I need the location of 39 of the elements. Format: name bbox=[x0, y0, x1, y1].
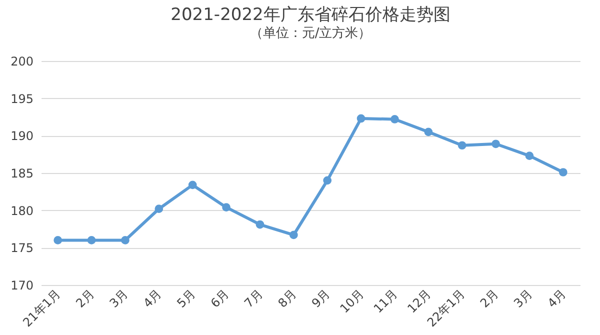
x-tick-label: 2月 bbox=[73, 286, 97, 310]
x-tick-label: 5月 bbox=[174, 286, 198, 310]
x-tick-label: 11月 bbox=[370, 286, 400, 316]
point bbox=[121, 236, 130, 244]
point bbox=[424, 128, 433, 136]
point bbox=[356, 114, 366, 123]
y-tick-label: 180 bbox=[10, 204, 34, 218]
y-tick-label: 200 bbox=[10, 54, 34, 68]
y-tick-label: 185 bbox=[10, 166, 34, 180]
x-tick-label: 6月 bbox=[208, 286, 232, 310]
x-tick-label: 3月 bbox=[511, 286, 535, 310]
point bbox=[87, 236, 96, 244]
point bbox=[323, 176, 332, 185]
point bbox=[492, 140, 500, 148]
x-tick-label: 4月 bbox=[544, 286, 569, 310]
point bbox=[458, 141, 466, 150]
y-tick-label: 190 bbox=[10, 129, 34, 144]
x-tick-label: 9月 bbox=[309, 286, 333, 310]
point bbox=[222, 203, 230, 212]
x-tick-label: 7月 bbox=[242, 286, 266, 310]
x-tick-label: 2月 bbox=[477, 286, 502, 310]
point bbox=[154, 204, 164, 214]
y-tick-label: 170 bbox=[10, 278, 34, 292]
x-tick-label: 10月 bbox=[337, 286, 366, 316]
point bbox=[289, 230, 298, 240]
point bbox=[256, 220, 264, 229]
x-tick-label: 12月 bbox=[404, 286, 434, 316]
point bbox=[390, 115, 399, 124]
point bbox=[558, 168, 568, 176]
chart-title: 2021-2022年广东省碎石价格走势图 bbox=[170, 5, 450, 25]
x-tick-label: 8月 bbox=[275, 286, 300, 310]
y-tick-label: 175 bbox=[10, 241, 34, 256]
point bbox=[188, 180, 197, 190]
y-tick-label: 195 bbox=[10, 92, 34, 106]
x-tick-label: 4月 bbox=[140, 286, 164, 310]
point bbox=[54, 236, 62, 244]
x-tick-label: 3月 bbox=[106, 286, 131, 310]
point bbox=[525, 152, 534, 160]
chart-subtitle: （单位：元/立方米） bbox=[250, 25, 372, 41]
